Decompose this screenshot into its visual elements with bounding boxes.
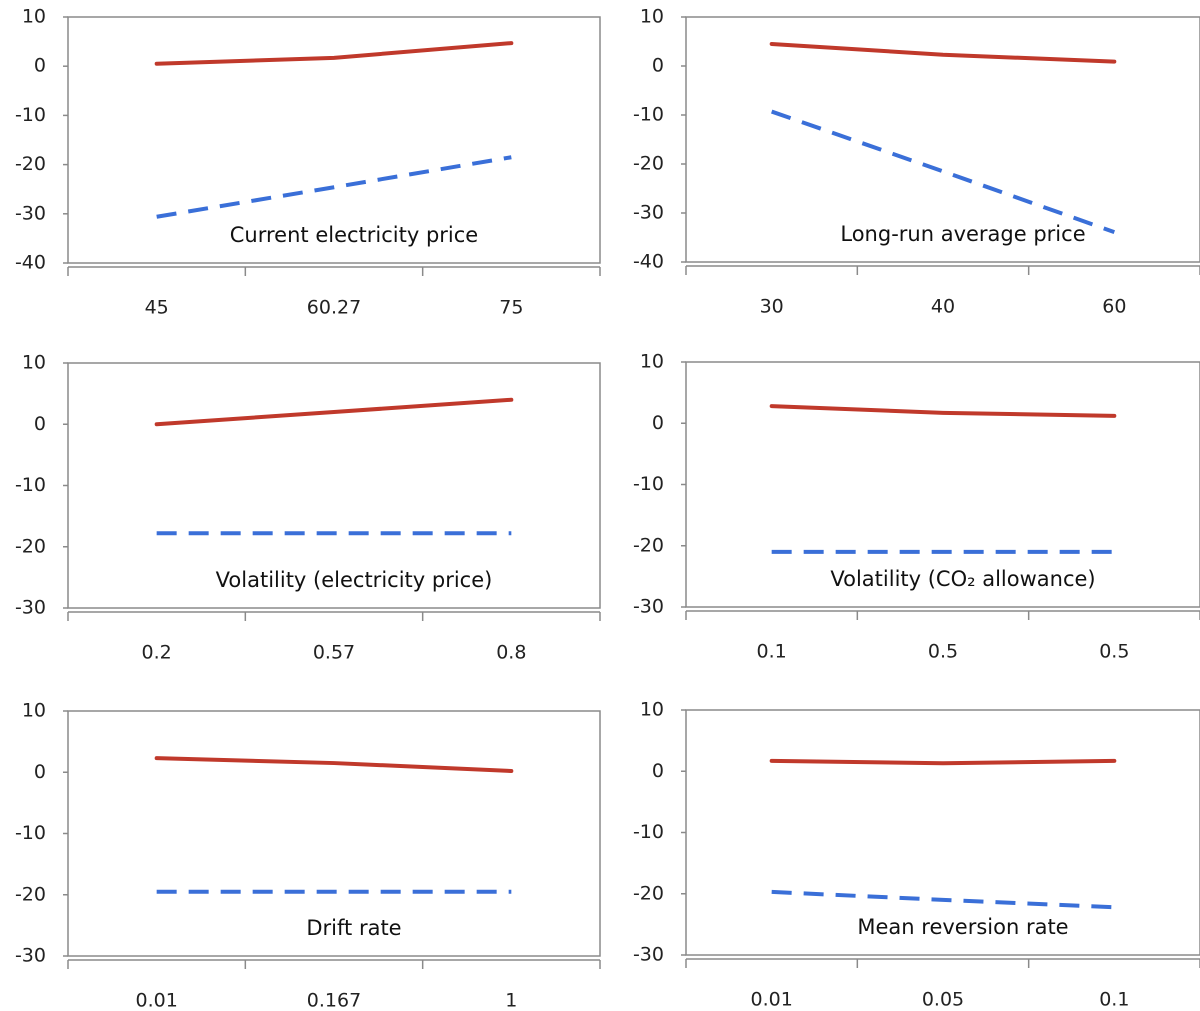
series-line xyxy=(769,41,1117,64)
y-tick-label: -10 xyxy=(15,822,46,844)
x-tick-label: 0.5 xyxy=(928,641,958,663)
annotation: Volatility (electricity price) xyxy=(216,568,493,592)
y-tick-label: -20 xyxy=(15,883,46,905)
y-tick-label: -20 xyxy=(633,882,664,904)
y-tick-label: 0 xyxy=(652,412,664,434)
y-tick-label: -30 xyxy=(15,597,46,619)
x-tick-label: 60.27 xyxy=(307,297,361,319)
x-tick-label: 1 xyxy=(505,990,517,1011)
y-tick-label: -10 xyxy=(633,104,664,126)
y-tick-label: -20 xyxy=(15,535,46,557)
y-tick-label: -10 xyxy=(633,821,664,843)
series-line xyxy=(154,756,514,774)
y-tick-label: -30 xyxy=(15,945,46,967)
series-line xyxy=(771,889,1115,910)
series-line xyxy=(771,109,1115,234)
y-tick-label: 0 xyxy=(652,55,664,77)
x-tick-label: 0.1 xyxy=(1099,989,1129,1011)
annotation: Mean reversion rate xyxy=(857,915,1068,939)
series-line xyxy=(769,758,1117,766)
x-tick-label: 0.2 xyxy=(142,642,172,664)
y-tick-label: 10 xyxy=(22,6,46,28)
y-tick-label: -20 xyxy=(633,534,664,556)
series-line xyxy=(154,397,514,427)
y-tick-label: -10 xyxy=(633,473,664,495)
y-tick-label: 10 xyxy=(640,6,664,28)
annotation: Long-run average price xyxy=(840,222,1085,246)
x-tick-label: 0.01 xyxy=(751,989,793,1011)
y-tick-label: -30 xyxy=(633,596,664,618)
y-tick-label: 10 xyxy=(22,700,46,722)
y-tick-label: 0 xyxy=(652,760,664,782)
plot-frame xyxy=(67,16,601,264)
y-tick-label: -40 xyxy=(15,252,46,274)
x-tick-label: 60 xyxy=(1102,296,1126,318)
y-tick-label: 0 xyxy=(34,761,46,783)
y-tick-label: 10 xyxy=(640,699,664,721)
y-tick-label: -10 xyxy=(15,104,46,126)
x-tick-label: 0.5 xyxy=(1099,641,1129,663)
x-tick-label: 0.05 xyxy=(922,989,964,1011)
x-tick-label: 30 xyxy=(760,296,784,318)
y-tick-label: -30 xyxy=(15,202,46,224)
y-tick-label: 10 xyxy=(22,352,46,374)
annotation: Drift rate xyxy=(306,916,401,940)
x-tick-label: 0.167 xyxy=(307,990,361,1011)
y-tick-label: -30 xyxy=(633,202,664,224)
x-tick-label: 0.1 xyxy=(757,641,787,663)
x-tick-label: 45 xyxy=(145,297,169,319)
y-tick-label: -40 xyxy=(633,251,664,273)
x-tick-label: 0.57 xyxy=(313,642,355,664)
annotation: Current electricity price xyxy=(230,223,478,247)
y-tick-label: -30 xyxy=(633,944,664,966)
series-line xyxy=(156,155,512,219)
plot-frame xyxy=(685,16,1200,263)
y-tick-label: -10 xyxy=(15,474,46,496)
y-tick-label: 0 xyxy=(34,55,46,77)
annotation: Volatility (CO₂ allowance) xyxy=(830,567,1095,591)
x-tick-label: 75 xyxy=(499,297,523,319)
series-line xyxy=(154,41,514,66)
y-tick-label: -20 xyxy=(15,153,46,175)
y-tick-label: 10 xyxy=(640,351,664,373)
y-tick-label: -20 xyxy=(633,153,664,175)
x-tick-label: 0.01 xyxy=(136,990,178,1011)
y-tick-label: 0 xyxy=(34,413,46,435)
series-line xyxy=(769,404,1117,418)
x-tick-label: 0.8 xyxy=(496,642,526,664)
x-tick-label: 40 xyxy=(931,296,955,318)
